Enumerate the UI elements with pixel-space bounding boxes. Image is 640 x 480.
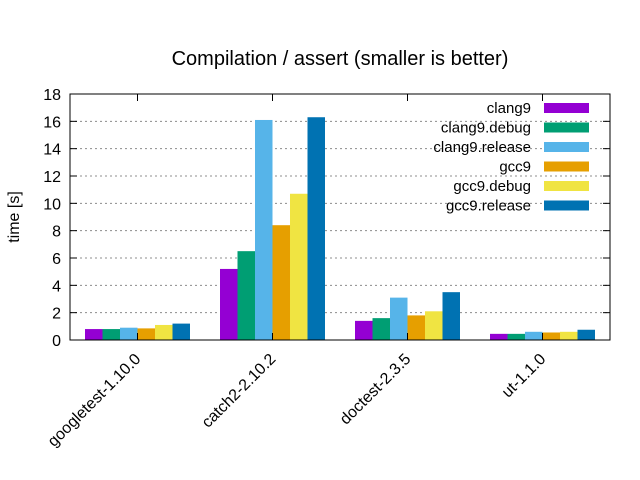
- legend-label: clang9.debug: [441, 120, 531, 137]
- bar-clang9-release: [525, 331, 543, 340]
- bar-clang9-release: [255, 119, 273, 340]
- y-tick-label: 16: [43, 114, 61, 131]
- bar-clang9-debug: [237, 251, 255, 340]
- bar-clang9-release: [120, 327, 138, 340]
- bar-gcc9-release: [172, 323, 190, 340]
- legend-label: gcc9.debug: [453, 178, 531, 195]
- legend: clang9 clang9.debug clang9.release gcc9 gcc9…: [433, 100, 589, 215]
- y-axis-label: time [s]: [6, 191, 23, 243]
- legend-label: gcc9: [499, 159, 531, 176]
- bars: [85, 117, 595, 340]
- legend-swatch: [544, 200, 589, 211]
- bar-gcc9-debug: [425, 311, 443, 340]
- y-tick-label: 12: [43, 169, 61, 186]
- plot-frame: [69, 93, 611, 341]
- bar-clang9-debug: [102, 329, 120, 340]
- bar-clang9: [490, 333, 508, 340]
- x-tick-label: googletest-1.10.0: [45, 351, 145, 451]
- legend-label: clang9: [487, 100, 531, 117]
- y-tick-label: 18: [43, 87, 61, 104]
- legend-swatch: [544, 161, 589, 172]
- bar-clang9-debug: [507, 333, 525, 340]
- chart-title: Compilation / assert (smaller is better): [172, 48, 509, 70]
- bar-gcc9-debug: [560, 331, 578, 340]
- y-tick-label: 0: [52, 333, 61, 350]
- x-tick-label: catch2-2.10.2: [199, 351, 280, 432]
- bar-clang9-debug: [372, 318, 390, 340]
- bar-clang9: [220, 268, 238, 340]
- y-tick-label: 10: [43, 196, 61, 213]
- legend-swatch: [544, 181, 589, 191]
- y-tick-label: 4: [52, 278, 61, 295]
- y-tick-label: 2: [52, 306, 61, 323]
- bar-clang9: [85, 329, 103, 340]
- bar-clang9-release: [390, 297, 408, 340]
- bar-gcc9-debug: [155, 324, 173, 340]
- bar-gcc9-release: [577, 329, 595, 340]
- y-tick-label: 8: [52, 224, 61, 241]
- bar-gcc9-debug: [290, 193, 308, 340]
- legend-label: clang9.release: [433, 139, 531, 156]
- legend-swatch: [544, 103, 589, 113]
- legend-swatch: [544, 142, 589, 152]
- bar-gcc9: [542, 332, 560, 340]
- bar-gcc9: [137, 328, 155, 340]
- x-tick-label: ut-1.1.0: [499, 351, 549, 401]
- gridlines: [70, 120, 610, 314]
- y-tick-label: 6: [52, 251, 61, 268]
- bar-gcc9-release: [442, 292, 460, 340]
- bar-gcc9-release: [307, 117, 325, 340]
- legend-swatch: [544, 122, 589, 133]
- y-tick-label: 14: [43, 142, 61, 159]
- legend-label: gcc9.release: [446, 198, 531, 215]
- bar-gcc9: [407, 315, 425, 340]
- bar-gcc9: [272, 225, 290, 340]
- bar-clang9: [355, 320, 373, 340]
- x-tick-label: doctest-2.3.5: [337, 351, 415, 429]
